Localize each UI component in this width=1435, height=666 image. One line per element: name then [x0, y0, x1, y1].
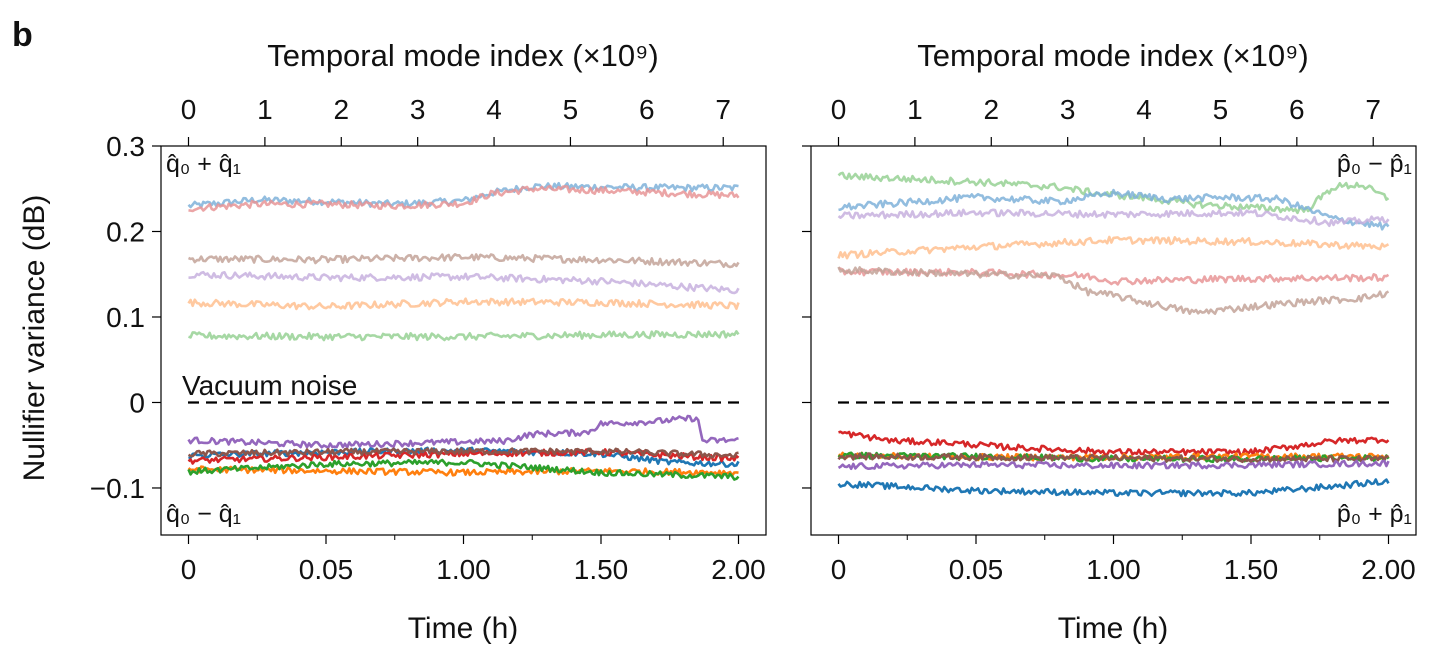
left-chart: Temporal mode index (×10⁹) Nullifier var…: [18, 38, 767, 645]
left-top-tick-label-0: 0: [181, 94, 197, 125]
left-bottom-series-2: [187, 448, 740, 465]
right-bottom-series-0: [838, 430, 1390, 457]
right-x-tick-label-4: 2.00: [1361, 554, 1416, 585]
left-bottom-series-1: [188, 446, 740, 468]
right-top-tick-label-7: 7: [1365, 94, 1381, 125]
left-x-tick-label-2: 1.00: [436, 554, 491, 585]
left-top-series-1: [188, 184, 740, 213]
left-top-tick-label-6: 6: [639, 94, 655, 125]
left-top-tick-label-7: 7: [715, 94, 731, 125]
right-x-tick-label-0: 0: [831, 554, 847, 585]
left-x-tick-label-3: 1.50: [574, 554, 629, 585]
left-y-tick-label-0: 0.3: [106, 131, 145, 162]
right-top-tick-label-0: 0: [831, 94, 847, 125]
right-bottom-series-4: [837, 459, 1390, 471]
left-top-tick-label-3: 3: [410, 94, 426, 125]
vacuum-noise-label: Vacuum noise: [182, 370, 357, 401]
right-chart: Temporal mode index (×10⁹) Time (h) 0 0.0…: [802, 38, 1417, 645]
left-y-tick-label-1: 0.2: [106, 216, 145, 247]
left-series-group: [187, 181, 740, 481]
left-bottom-series-5: [187, 458, 740, 481]
right-top-tick-label-4: 4: [1136, 94, 1152, 125]
right-bottom-series-label: p̂₀ + p̂₁: [1337, 500, 1412, 528]
right-top-series-label: p̂₀ − p̂₁: [1337, 150, 1412, 178]
left-x-tick-label-4: 2.00: [711, 554, 766, 585]
left-top-tick-label-5: 5: [563, 94, 579, 125]
left-top-series-3: [188, 270, 740, 295]
right-top-tick-label-6: 6: [1289, 94, 1305, 125]
right-top-tick-label-5: 5: [1213, 94, 1229, 125]
right-top-series-5: [837, 266, 1390, 315]
left-x-tick-label-1: 0.05: [299, 554, 354, 585]
left-y-tick-label-2: 0.1: [106, 302, 145, 333]
left-bottom-series-0: [187, 414, 739, 450]
panel-label: b: [12, 16, 33, 54]
left-top-series-5: [188, 330, 740, 342]
right-top-series-1: [838, 188, 1390, 231]
left-x-axis-label: Time (h): [408, 612, 519, 645]
right-x-tick-label-3: 1.50: [1224, 554, 1279, 585]
left-y-axis-label: Nullifier variance (dB): [18, 195, 51, 482]
left-x-tick-label-0: 0: [181, 554, 197, 585]
right-x-tick-label-2: 1.00: [1086, 554, 1141, 585]
left-top-series-label: q̂₀ + q̂₁: [166, 150, 241, 178]
left-top-axis-label: Temporal mode index (×10⁹): [267, 38, 659, 73]
left-y-tick-label-4: −0.1: [90, 473, 145, 504]
left-ticks-group: 0 0.05 1.00 1.50 2.00 0 1 2 3 4 5 6 7 0.3 0.2 0.1 0 −0.1: [90, 94, 766, 585]
right-bottom-series-3: [837, 452, 1389, 464]
left-y-tick-label-3: 0: [129, 387, 145, 418]
right-ticks-group: 0 0.05 1.00 1.50 2.00 0 1 2 3 4 5 6 7: [802, 94, 1416, 585]
right-top-tick-label-2: 2: [983, 94, 999, 125]
right-top-series-2: [837, 208, 1390, 228]
right-top-tick-label-1: 1: [907, 94, 923, 125]
right-top-tick-label-3: 3: [1060, 94, 1076, 125]
left-plot-frame: [160, 145, 767, 536]
left-top-tick-label-2: 2: [333, 94, 349, 125]
left-bottom-series-label: q̂₀ − q̂₁: [166, 500, 241, 528]
right-top-series-3: [837, 235, 1390, 260]
left-top-series-4: [187, 297, 740, 311]
right-x-tick-label-1: 0.05: [949, 554, 1004, 585]
right-plot-frame: [810, 145, 1417, 536]
right-top-axis-label: Temporal mode index (×10⁹): [917, 38, 1309, 73]
right-series-group: [837, 171, 1390, 498]
left-top-tick-label-4: 4: [486, 94, 502, 125]
right-bottom-series-5: [837, 478, 1390, 498]
left-top-series-2: [187, 253, 740, 269]
right-x-axis-label: Time (h): [1058, 612, 1169, 645]
left-bottom-series-3: [187, 447, 739, 459]
left-top-tick-label-1: 1: [257, 94, 273, 125]
